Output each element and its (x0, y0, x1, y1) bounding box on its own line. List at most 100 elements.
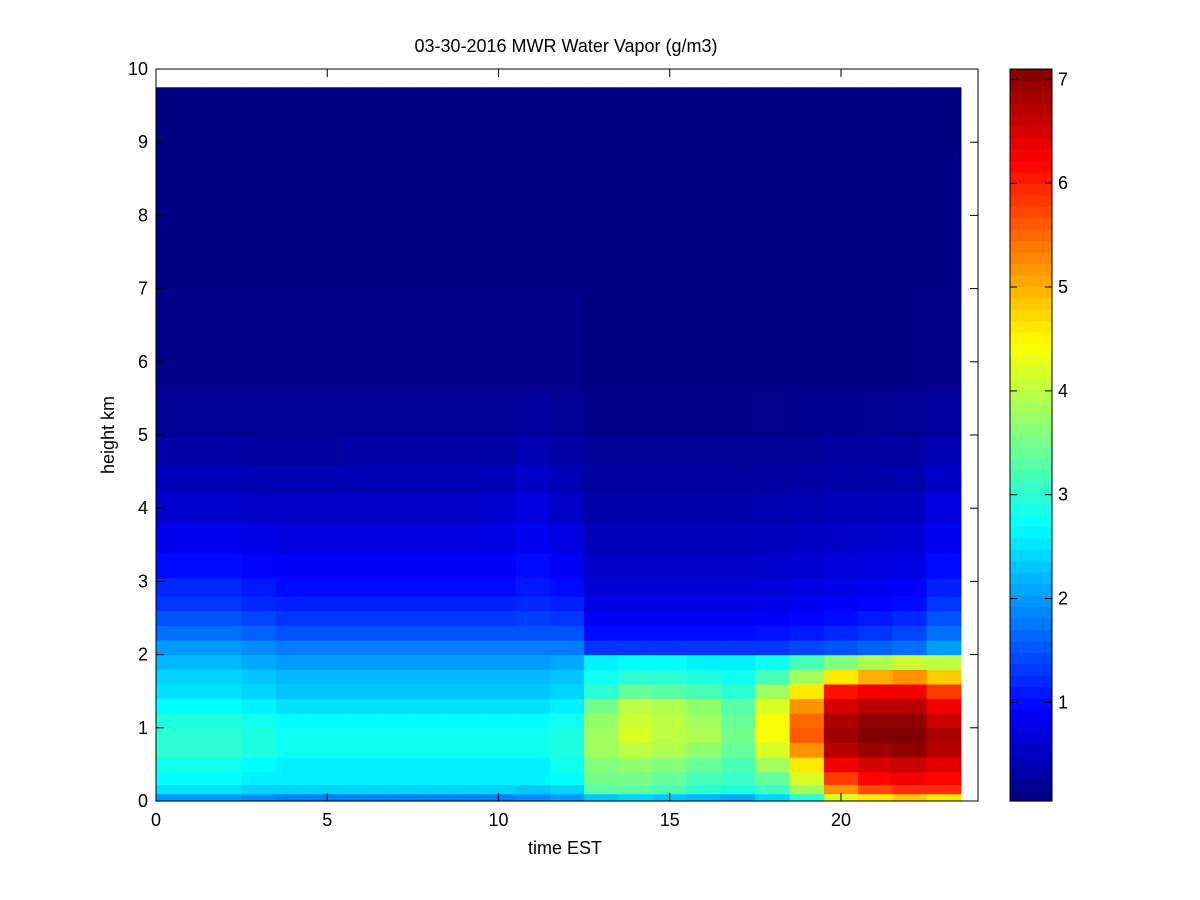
heatmap-cell (584, 698, 619, 714)
heatmap-cell (173, 288, 208, 392)
heatmap-cell (652, 391, 688, 436)
heatmap-cell (378, 493, 414, 524)
heatmap-cell (344, 610, 380, 626)
heatmap-cell (584, 757, 619, 773)
heatmap-cell (652, 577, 688, 597)
heatmap-cell (275, 784, 311, 795)
heatmap-cell (755, 391, 791, 436)
heatmap-cell (241, 727, 277, 744)
heatmap-cell (310, 610, 345, 626)
heatmap-cell (412, 654, 448, 670)
heatmap-cell (789, 464, 825, 495)
heatmap-cell (858, 793, 893, 802)
heatmap-cell (173, 727, 208, 744)
heatmap-cell (173, 493, 208, 524)
heatmap-cell (686, 742, 722, 758)
colorbar-segment (1010, 80, 1052, 93)
colorbar-segment (1010, 515, 1052, 528)
heatmap-cell (241, 464, 277, 495)
heatmap-cell (481, 625, 517, 641)
heatmap-cell (173, 464, 208, 495)
heatmap-cell (755, 784, 791, 795)
heatmap-cell (652, 639, 688, 656)
y-tick-label: 7 (138, 279, 148, 299)
heatmap-cell (652, 435, 688, 465)
heatmap-cell (686, 698, 722, 714)
colorbar-segment (1010, 720, 1052, 733)
heatmap-cell (652, 784, 688, 795)
heatmap-cell (755, 757, 791, 773)
heatmap-cell (549, 639, 585, 656)
heatmap-cell (481, 713, 517, 729)
heatmap-cell (275, 87, 311, 152)
heatmap-cell (755, 464, 791, 495)
heatmap-cell (412, 596, 448, 612)
heatmap-cell (584, 625, 619, 641)
heatmap-cell (241, 793, 277, 802)
heatmap-cell (515, 669, 551, 685)
heatmap-cell (755, 742, 791, 758)
heatmap-cell (481, 757, 517, 773)
heatmap-cell (823, 727, 859, 744)
colorbar-segment (1010, 343, 1052, 356)
heatmap-cell (173, 596, 208, 612)
heatmap-cell (858, 464, 893, 495)
heatmap-cell (344, 742, 380, 758)
heatmap-cell (515, 391, 551, 436)
heatmap-cell (823, 654, 859, 670)
heatmap-cell (344, 784, 380, 795)
heatmap-cell (344, 757, 380, 773)
y-tick-label: 6 (138, 352, 148, 372)
colorbar-segment (1010, 137, 1052, 150)
heatmap-cell (378, 522, 414, 553)
colorbar-segment (1010, 743, 1052, 756)
heatmap-cell (515, 784, 551, 795)
heatmap-cell (173, 669, 208, 685)
colorbar-tick-label: 5 (1058, 277, 1068, 297)
heatmap-cell (515, 610, 551, 626)
heatmap-cell (926, 596, 962, 612)
heatmap-cell (858, 151, 893, 290)
heatmap-cell (823, 625, 859, 641)
colorbar-segment (1010, 194, 1052, 207)
heatmap-cell (241, 577, 277, 597)
heatmap-cell (892, 727, 928, 744)
heatmap-cell (549, 610, 585, 626)
heatmap-cell (344, 596, 380, 612)
heatmap-cell (156, 784, 174, 795)
heatmap-cell (156, 742, 174, 758)
colorbar-segment (1010, 286, 1052, 299)
colorbar-segment (1010, 412, 1052, 425)
colorbar-tick-label: 4 (1058, 381, 1068, 401)
heatmap-cell (378, 727, 414, 744)
heatmap-cell (412, 552, 448, 579)
heatmap-cell (412, 757, 448, 773)
heatmap-cell (652, 698, 688, 714)
heatmap-cell (310, 742, 345, 758)
heatmap-cell (378, 698, 414, 714)
heatmap-cell (926, 669, 962, 685)
heatmap-cell (156, 288, 174, 392)
colorbar-segment (1010, 423, 1052, 436)
heatmap-cell (789, 596, 825, 612)
heatmap-cell (412, 742, 448, 758)
heatmap-cell (515, 654, 551, 670)
heatmap-cell (926, 683, 962, 700)
colorbar-segment (1010, 629, 1052, 642)
heatmap-cell (584, 522, 619, 553)
heatmap-cell (156, 151, 174, 290)
heatmap-cell (275, 669, 311, 685)
heatmap-cell (344, 577, 380, 597)
heatmap-cell (618, 391, 654, 436)
heatmap-cell (618, 669, 654, 685)
heatmap-cell (618, 742, 654, 758)
colorbar-segment (1010, 217, 1052, 230)
heatmap-cell (310, 757, 345, 773)
heatmap-cell (412, 625, 448, 641)
heatmap-cell (412, 464, 448, 495)
heatmap-cell (584, 742, 619, 758)
colorbar-segment (1010, 526, 1052, 539)
heatmap-cell (652, 87, 688, 152)
heatmap-cell (310, 435, 345, 465)
heatmap-cell (823, 698, 859, 714)
